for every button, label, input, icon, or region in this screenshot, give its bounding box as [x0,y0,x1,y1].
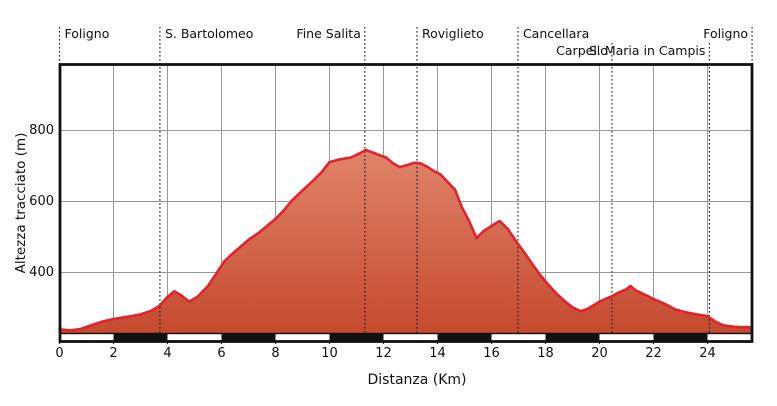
km-scale-bar-black-segment [437,333,492,342]
km-scale-bar-black-segment [221,333,276,342]
x-tick-label: 16 [483,346,500,361]
x-tick-label: 8 [271,346,280,361]
plot-frame [58,63,754,343]
marker-label-foligno: Foligno [64,26,110,41]
marker-label-cancellara: Cancellara [522,26,590,41]
x-tick-label: 4 [163,346,172,361]
x-tick-label: 20 [591,346,608,361]
marker-label-carpello: Carpello [556,43,608,58]
x-tick-label: 2 [109,346,118,361]
elevation-profile-line [58,148,754,332]
marker-label-s-bartolomeo: S. Bartolomeo [164,26,254,41]
km-scale-bar-black-segment [545,333,600,342]
x-tick-label: 10 [321,346,338,361]
y-tick-label: 800 [29,122,54,138]
y-tick-label: 400 [29,264,54,280]
marker-label-fine-salita: Fine Salita [296,26,361,41]
km-scale-bar-black-segment [113,333,168,342]
x-tick-label: 18 [537,346,554,361]
km-scale-bar-black-segment [329,333,384,342]
x-tick-label: 0 [55,346,64,361]
x-tick-label: 22 [645,346,662,361]
x-tick-label: 14 [429,346,446,361]
km-scale-bar [60,333,752,342]
elevation-area-fill [59,150,752,334]
marker-label-s-maria-in-campis: S. Maria in Campis [588,43,706,58]
x-axis-title: Distanza (Km) [367,372,467,388]
x-tick-label: 6 [217,346,226,361]
marker-label-foligno: Foligno [703,26,749,41]
x-tick-label: 12 [375,346,392,361]
km-scale-bar-black-segment [653,333,708,342]
y-tick-label: 600 [29,193,54,209]
x-tick-label: 24 [699,346,716,361]
marker-label-roviglieto: Roviglieto [421,26,484,41]
